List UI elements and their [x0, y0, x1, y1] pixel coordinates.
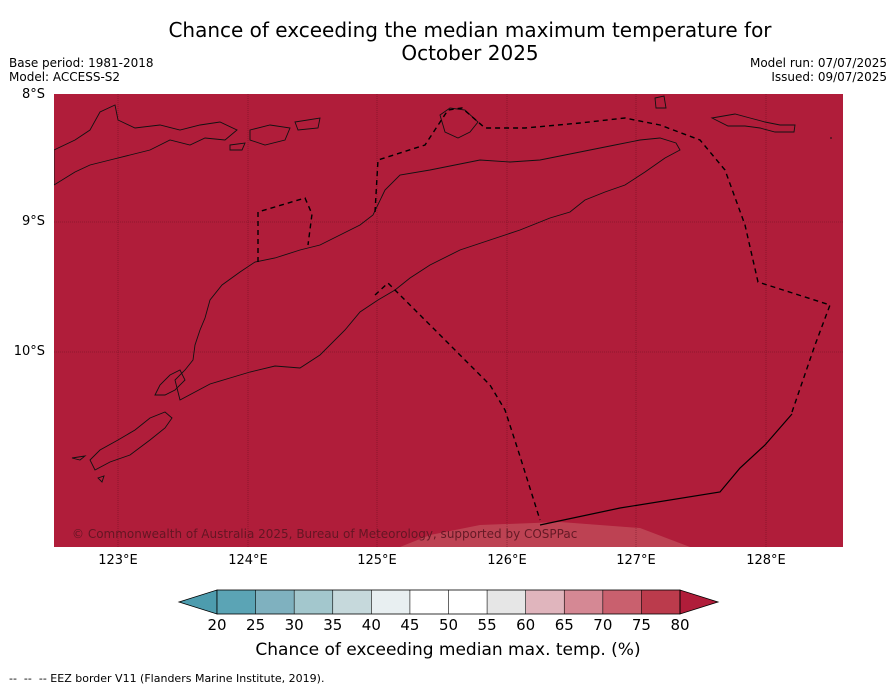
model-name: Model: ACCESS-S2	[9, 70, 121, 84]
coastline-islands-north	[229, 117, 321, 151]
issued-date: Issued: 09/07/2025	[771, 70, 887, 84]
lon-label-128e: 128°E	[746, 553, 786, 568]
map-probability-field	[54, 94, 843, 547]
coastline-alor-flores	[54, 104, 238, 186]
lat-label-8s: 8°S	[21, 87, 45, 102]
colorbar-segment	[294, 590, 333, 614]
lon-label-126e: 126°E	[487, 553, 527, 568]
colorbar-tick: 20	[207, 616, 227, 634]
colorbar-frame	[216, 589, 681, 615]
eez-border-line	[257, 107, 831, 521]
colorbar-segment	[487, 590, 526, 614]
lat-label-10s: 10°S	[13, 344, 45, 359]
lower-probability-zone	[400, 522, 690, 547]
metadata-right: Model run: 07/07/2025 Issued: 09/07/2025	[750, 56, 887, 84]
colorbar-label: Chance of exceeding median max. temp. (%…	[255, 640, 641, 660]
colorbar-under-arrow	[177, 589, 218, 615]
colorbar-tick: 25	[246, 616, 266, 634]
lon-label-124e: 124°E	[228, 553, 268, 568]
colorbar-segment	[525, 590, 565, 614]
colorbar-segment	[641, 590, 680, 614]
base-period: Base period: 1981-2018	[9, 56, 154, 70]
colorbar	[177, 589, 720, 615]
eez-solid-line	[539, 413, 793, 526]
colorbar-tick: 80	[670, 616, 690, 634]
eez-border	[257, 107, 831, 521]
colorbar-tick: 70	[593, 616, 613, 634]
coastline-sawu	[71, 411, 173, 483]
gridlines	[54, 94, 843, 547]
metadata-left: Base period: 1981-2018 Model: ACCESS-S2	[9, 56, 154, 84]
colorbar-tick: 45	[400, 616, 420, 634]
colorbar-tick: 55	[477, 616, 497, 634]
colorbar-tick: 60	[516, 616, 536, 634]
eez-footnote: -- -- -- EEZ border V11 (Flanders Marine…	[9, 672, 325, 685]
colorbar-tick: 40	[361, 616, 381, 634]
colorbar-segment	[602, 590, 642, 614]
lat-label-9s: 9°S	[21, 214, 45, 229]
colorbar-tick: 35	[323, 616, 343, 634]
lon-label-127e: 127°E	[616, 553, 656, 568]
chart-title: Chance of exceeding the median maximum t…	[168, 18, 772, 65]
lon-label-123e: 123°E	[98, 553, 138, 568]
copyright-notice: © Commonwealth of Australia 2025, Bureau…	[72, 527, 577, 541]
coastline-timor	[174, 137, 681, 401]
colorbar-tick: 50	[438, 616, 459, 634]
colorbar-segment	[409, 590, 449, 614]
coastline-wetar	[439, 107, 479, 139]
coastlines	[54, 95, 832, 483]
coastline-babar	[654, 95, 832, 139]
colorbar-tick: 65	[554, 616, 574, 634]
colorbar-tick: 30	[284, 616, 304, 634]
lon-label-125e: 125°E	[357, 553, 397, 568]
colorbar-over-arrow	[679, 589, 720, 615]
colorbar-segment	[564, 590, 603, 614]
colorbar-tick: 75	[631, 616, 651, 634]
colorbar-segment	[448, 590, 488, 614]
colorbar-tick-labels: 20 25 30 35 40 45 50 55 60 65 70 75 80	[0, 616, 896, 634]
coastline-rote	[154, 369, 186, 396]
colorbar-segment	[217, 590, 256, 614]
colorbar-segment	[371, 590, 410, 614]
colorbar-segment	[332, 590, 372, 614]
model-run: Model run: 07/07/2025	[749, 56, 887, 70]
colorbar-segment	[255, 590, 295, 614]
